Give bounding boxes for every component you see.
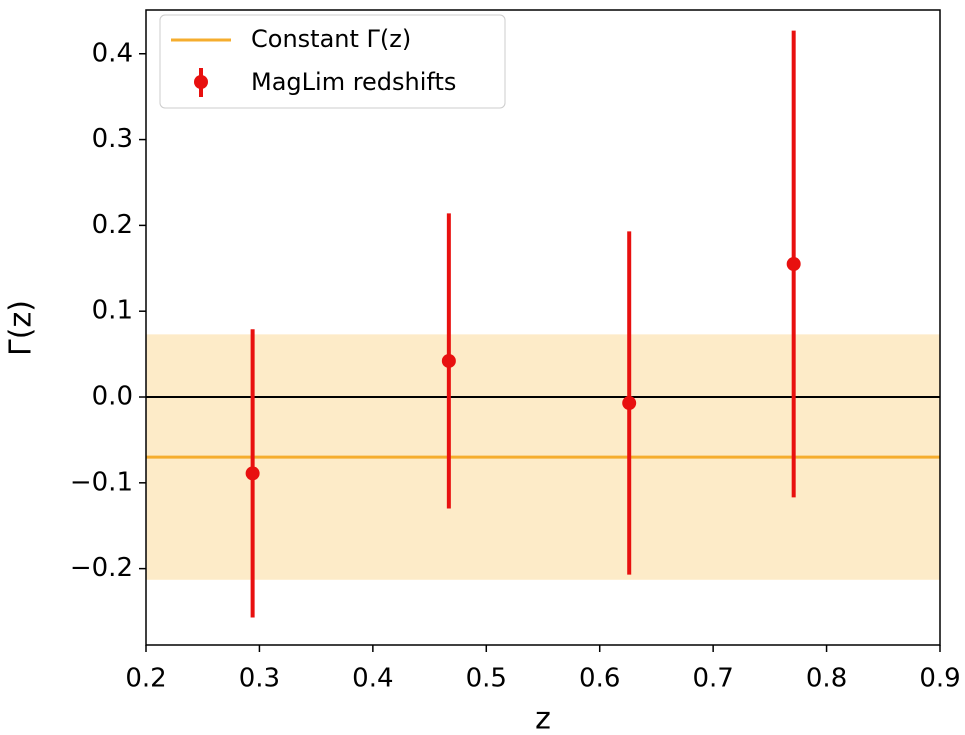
x-tick-label: 0.3 <box>239 664 280 694</box>
x-tick-label: 0.5 <box>466 664 507 694</box>
y-tick-label: −0.1 <box>70 467 133 497</box>
x-tick-label: 0.6 <box>579 664 620 694</box>
data-point <box>441 353 456 368</box>
x-tick-label: 0.8 <box>806 664 847 694</box>
x-axis-label: z <box>535 702 551 735</box>
x-tick-label: 0.4 <box>352 664 393 694</box>
y-tick-label: −0.2 <box>70 553 133 583</box>
x-tick-label: 0.7 <box>692 664 733 694</box>
y-axis-label: Γ(z) <box>4 300 39 356</box>
y-tick-label: 0.3 <box>92 124 133 154</box>
x-tick-label: 0.9 <box>919 664 960 694</box>
legend-label: MagLim redshifts <box>251 68 456 96</box>
y-tick-label: 0.0 <box>92 382 133 412</box>
legend: Constant Γ(z) MagLim redshifts <box>159 14 506 109</box>
x-tick-label: 0.2 <box>125 664 166 694</box>
data-point <box>786 257 801 271</box>
y-tick-label: 0.4 <box>92 38 133 68</box>
y-tick-label: 0.2 <box>92 210 133 240</box>
legend-point-sample <box>194 75 208 89</box>
legend-box <box>159 14 506 109</box>
data-point <box>245 466 260 481</box>
plot-frame <box>145 9 941 646</box>
legend-label: Constant Γ(z) <box>251 25 411 53</box>
data-point <box>622 396 637 411</box>
y-tick-label: 0.1 <box>92 296 133 326</box>
